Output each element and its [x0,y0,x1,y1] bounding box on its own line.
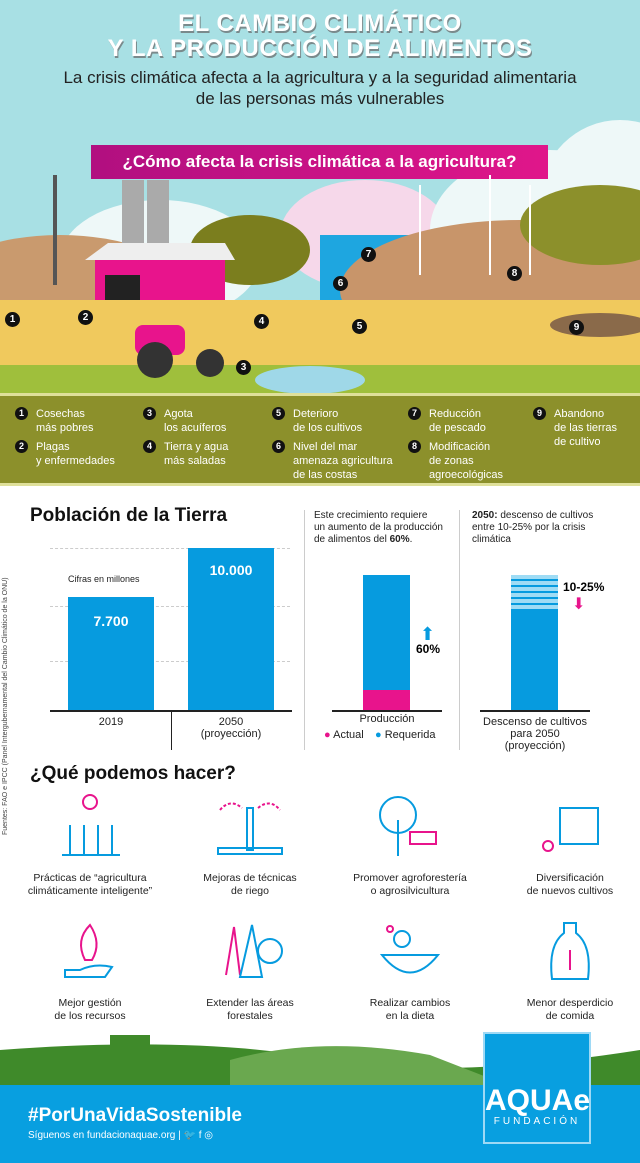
bar-2050: 10.000 [188,548,274,710]
aquae-logo: AQUAe FUNDACIÓN [483,1032,591,1144]
map-marker-3: 3 [236,360,251,375]
impact-3: 3 Agota los acuíferos [143,407,226,435]
bar-actual [363,690,410,710]
map-marker-5: 5 [352,319,367,334]
actions-title: ¿Qué podemos hacer? [30,763,236,784]
impact-7: 7 Reducción de pescado [408,407,486,435]
tree-cow-icon [379,796,437,856]
impact-5: 5 Deterioro de los cultivos [272,407,362,435]
map-marker-1: 1 [5,312,20,327]
arrow-down-icon: ⬇ [572,596,586,613]
impact-2: 2 Plagas y enfermedades [15,440,115,468]
map-marker-6: 6 [333,276,348,291]
hero-illustration: EL CAMBIO CLIMÁTICO Y LA PRODUCCIÓN DE A… [0,0,640,395]
hashtag: #PorUnaVidaSostenible [28,1105,242,1126]
action-smart-agriculture: Prácticas de “agricultura climáticamente … [20,790,160,898]
forest-icon [225,924,283,978]
title-line-1: EL CAMBIO CLIMÁTICO [178,10,462,37]
farm-scene-icon [0,175,640,395]
follow-text[interactable]: Síguenos en fundacionaquae.org | 🐦 f ◎ [28,1130,214,1141]
sprinkler-icon [217,802,283,855]
map-marker-9: 9 [569,320,584,335]
production-description: Este crecimiento requiere un aumento de l… [314,510,443,545]
population-title: Población de la Tierra [30,505,228,526]
food-bag-icon [550,922,590,980]
action-agroforestry: Promover agroforestería o agrosilvicultur… [340,790,480,898]
legend-actual: ● Actual [324,729,364,741]
map-marker-2: 2 [78,310,93,325]
section-question-banner: ¿Cómo afecta la crisis climática a la ag… [91,145,548,179]
map-marker-4: 4 [254,314,269,329]
impact-1: 1 Cosechas más pobres [15,407,93,435]
action-diversification: Diversificación de nuevos cultivos [500,790,640,898]
action-food-waste: Menor desperdicio de comida [500,915,640,1023]
impacts-legend: 1 Cosechas más pobres 2 Plagas y enfermedade… [0,393,640,486]
crops-sun-icon [62,794,120,856]
action-diet: Realizar cambios en la dieta [340,915,480,1023]
map-marker-7: 7 [361,247,376,262]
action-forests: Extender las áreas forestales [180,915,320,1023]
map-marker-8: 8 [507,266,522,281]
bar-remaining [511,610,558,710]
impact-9: 9 Abandono de las tierras de cultivo [533,407,617,449]
bar-required [363,575,410,690]
increase-value: 60% [416,642,441,656]
social-icons: 🐦 f ◎ [183,1130,214,1141]
impact-4: 4 Tierra y agua más saladas [143,440,228,468]
action-irrigation: Mejoras de técnicas de riego [180,790,320,898]
action-resource-management: Mejor gestión de los recursos [20,915,160,1023]
arrow-up-icon: ⬆ [420,624,436,644]
subtitle: La crisis climática afecta a la agricult… [63,68,577,108]
impact-6: 6 Nivel del mar amenaza agricultura de las … [272,440,393,482]
title-line-2: Y LA PRODUCCIÓN DE ALIMENTOS [107,35,533,62]
seed-packet-icon [542,807,599,852]
units-note: Cifras en millones [68,574,140,584]
landscape-icon [0,1035,640,1090]
hand-leaves-icon [64,923,114,978]
bar-2019: 7.700 [68,597,154,710]
decline-description: 2050: descenso de cultivos entre 10-25% p… [472,510,594,545]
sources-note: Fuentes: FAO e IPCC (Panel Intergubernam… [2,577,9,835]
fruit-bowl-icon [379,925,441,974]
bar-decline-range [511,575,558,610]
legend-required: ● Requerida [375,729,436,741]
impact-8: 8 Modificación de zonas agroecológicas [408,440,503,482]
